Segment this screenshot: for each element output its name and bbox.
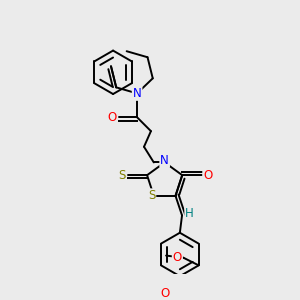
Text: N: N	[160, 154, 169, 167]
Text: O: O	[107, 111, 117, 124]
Text: H: H	[185, 207, 194, 220]
Text: O: O	[160, 287, 169, 300]
Text: O: O	[203, 169, 212, 182]
Text: O: O	[173, 251, 182, 264]
Text: S: S	[148, 189, 155, 202]
Text: N: N	[133, 87, 142, 100]
Text: S: S	[118, 169, 125, 182]
